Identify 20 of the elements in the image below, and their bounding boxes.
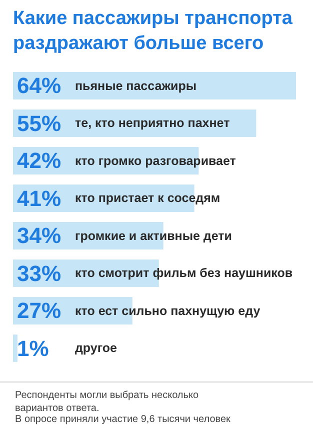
y-tick-label: кто пристает к соседям [75,191,220,205]
data-label: 34% [17,223,62,248]
data-label: 64% [17,73,62,98]
y-tick-label: кто ест сильно пахнущую еду [75,304,260,318]
data-label: 27% [17,298,62,323]
data-label: 55% [17,111,62,136]
text: Респонденты могли выбрать несколько вариантов ответа. [15,390,199,414]
y-tick-label: кто громко разговаривает [75,154,236,168]
y-tick-label: пьяные пассажиры [75,79,197,93]
data-label: 41% [17,186,62,211]
y-tick-label: другое [75,341,118,355]
text: В опросе приняли участие 9,6 тысячи человек [15,414,232,425]
data-label: 1% [17,336,49,361]
y-tick-label: те, кто неприятно пахнет [75,116,230,130]
chart-title: Какие пассажиры транспорта раздражают больше всего [13,8,293,54]
data-label: 33% [17,261,62,286]
bar [13,334,18,362]
data-label: 42% [17,148,62,173]
y-tick-label: кто смотрит фильм без наушников [75,266,293,280]
y-tick-label: громкие и активные дети [75,229,232,243]
